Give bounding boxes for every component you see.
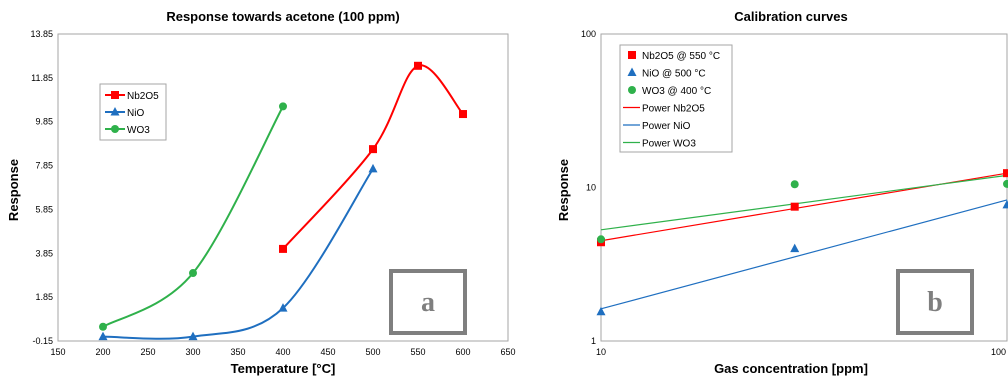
chart-b-title: Calibration curves [734,9,847,24]
chart-a-ylabel: Response [6,159,21,221]
chart-a-point-nb2o5 [414,61,422,70]
chart-a-point-nb2o5 [369,145,377,154]
chart-a-xtick-label: 450 [320,347,335,357]
chart-b-ylabel: Response [556,159,571,221]
chart-b-legend-marker-nio [627,67,637,76]
chart-a-legend-label-nio: NiO [127,108,144,119]
chart-a-legend-label-nb2o5: Nb2O5 [127,91,159,102]
chart-a-legend-marker-nb2o5 [111,91,119,99]
chart-a-series-line-nio [102,168,374,340]
chart-a-title: Response towards acetone (100 ppm) [166,9,399,24]
chart-b-ytick-label: 10 [586,183,596,193]
chart-a-xtick-label: 600 [455,347,470,357]
chart-b-fit-line-power-wo3 [600,174,1008,231]
chart-a-ytick-label: 11.85 [31,73,53,83]
chart-a-ytick-label: 13.85 [30,29,53,39]
chart-b-legend-label-wo3: WO3 @ 400 °C [642,86,711,97]
chart-b-point-nb2o5 [1003,169,1008,178]
chart-b-legend-box [619,44,733,153]
chart-b-point-nio [790,243,800,253]
chart-b-point-nio [596,306,606,316]
chart-b-point-nio [1002,199,1008,209]
chart-a-ytick-label: 3.85 [35,248,53,258]
chart-b-panel-label: b [927,287,943,318]
chart-b-legend-marker-wo3 [628,86,636,94]
chart-a-point-wo3 [189,269,197,278]
chart-a-xtick-label: 200 [95,347,110,357]
chart-a-point-wo3 [279,102,287,111]
chart-a-xtick-label: 550 [410,347,425,357]
chart-b-ytick-label: 1 [591,336,596,346]
chart-b-point-nb2o5 [790,202,799,211]
chart-a-ytick-label: -0.15 [32,336,53,346]
chart-b-panel-box [896,269,974,335]
chart-a-series-line-wo3 [102,105,284,328]
chart-a-ytick-label: 5.85 [35,204,53,214]
chart-b-legend-label-power-nio: Power NiO [642,121,691,132]
chart-a-xtick-label: 400 [275,347,290,357]
chart-a-xtick-label: 150 [50,347,65,357]
chart-a-point-nio [98,331,108,341]
chart-a-xlabel: Temperature [°C] [231,361,336,376]
chart-a-xtick-label: 300 [185,347,200,357]
chart-b-legend-label-nb2o5: Nb2O5 @ 550 °C [642,51,720,62]
chart-a-xtick-label: 350 [230,347,245,357]
chart-b-legend-label-power-nb2o5: Power Nb2O5 [642,104,705,115]
chart-a-legend-marker-wo3 [111,125,119,133]
chart-b-legend-label-power-wo3: Power WO3 [642,139,696,150]
chart-a-legend-label-wo3: WO3 [127,125,150,136]
chart-a-xtick-label: 250 [140,347,155,357]
chart-b-point-wo3 [790,180,799,189]
chart-a-xtick-label: 500 [365,347,380,357]
chart-b-xtick-label: 10 [596,347,606,357]
chart-b-fit-line-power-nio [600,199,1008,310]
chart-b-legend-marker-nb2o5 [628,51,636,59]
chart-a-ytick-label: 1.85 [35,292,53,302]
chart-a-point-nio [368,163,378,173]
chart-b-point-wo3 [597,235,605,244]
chart-a-series-line-nb2o5 [282,64,464,250]
chart-a-point-nio [188,331,198,341]
chart-a-point-nb2o5 [279,244,287,253]
chart-a-point-nb2o5 [459,110,467,119]
chart-a-point-wo3 [99,322,107,331]
chart-a-panel-box [389,269,467,335]
chart-b-xtick-label: 100 [991,347,1006,357]
chart-a-ytick-label: 7.85 [35,161,53,171]
chart-b-point-wo3 [1003,179,1008,188]
chart-a-panel-label: a [421,287,435,318]
chart-b-ytick-label: 100 [581,29,596,39]
chart-a-legend-marker-nio [110,107,120,116]
chart-b-legend-label-nio: NiO @ 500 °C [642,69,706,80]
chart-a-point-nio [278,303,288,312]
chart-a-ytick-label: 9.85 [35,117,53,127]
chart-b-xlabel: Gas concentration [ppm] [714,361,868,376]
chart-a-xtick-label: 650 [500,347,515,357]
chart-a-plot-area [57,33,509,342]
